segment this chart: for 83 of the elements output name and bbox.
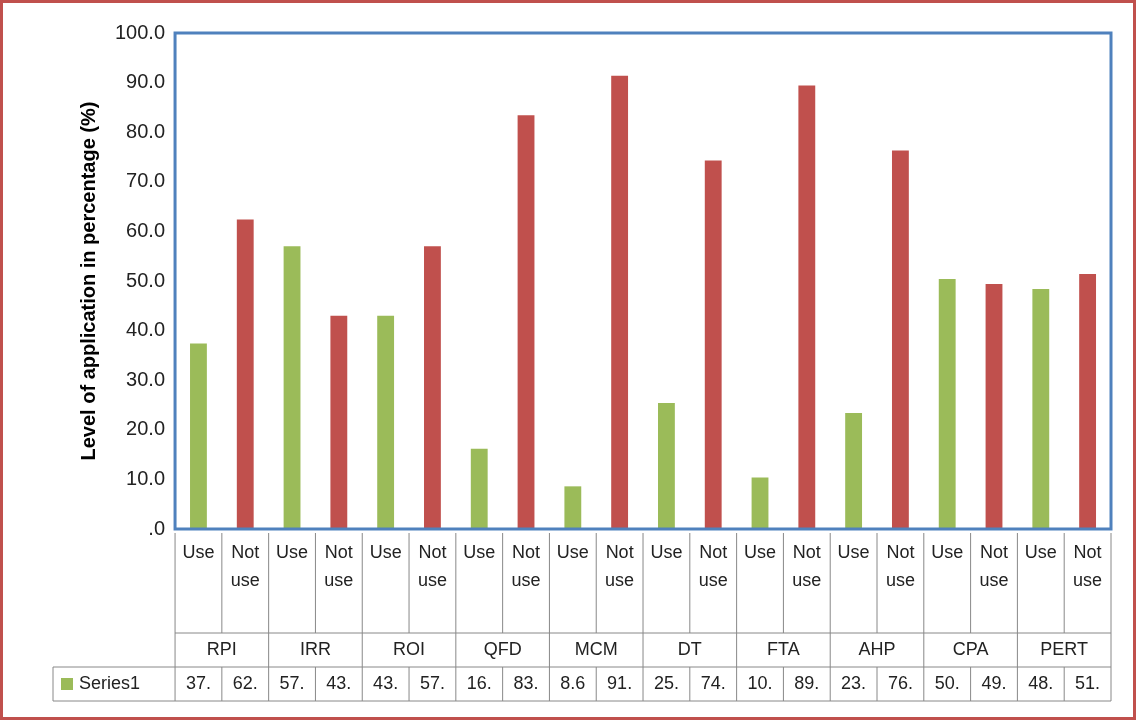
text: QFD: [483, 638, 522, 659]
data-label: 74.: [700, 672, 726, 693]
y-axis-title: Level of application in percentage (%): [76, 101, 99, 461]
bar: [985, 283, 1003, 529]
y-tick-label: 10.0: [126, 466, 166, 489]
y-tick-label: 70.0: [126, 169, 166, 192]
text: ROI: [393, 638, 426, 659]
data-label: 49.: [981, 672, 1007, 693]
x-tick-label: Use: [556, 541, 589, 562]
x-tick-label: Use: [744, 541, 777, 562]
bar: [377, 315, 395, 529]
text: FTA: [767, 638, 800, 659]
y-tick-label: 40.0: [126, 318, 166, 341]
x-tick-label: Not use: [698, 541, 728, 590]
bar: [236, 219, 254, 529]
data-label: 76.: [887, 672, 913, 693]
x-tick-label: Not use: [1073, 541, 1103, 590]
data-label: 23.: [841, 672, 867, 693]
data-label: 48.: [1028, 672, 1054, 693]
text: MCM: [574, 638, 618, 659]
bar: [330, 315, 348, 529]
text: RPI: [206, 638, 237, 659]
x-tick-label: Not use: [511, 541, 541, 590]
x-tick-label: Use: [182, 541, 215, 562]
bar: [798, 85, 816, 529]
bar: [1079, 274, 1097, 529]
data-label: 91.: [607, 672, 633, 693]
bar: [283, 246, 301, 529]
text: DT: [677, 638, 702, 659]
bar: [424, 246, 441, 529]
x-tick-label: Use: [276, 541, 309, 562]
text: AHP: [858, 638, 896, 659]
data-label: 57.: [419, 672, 445, 693]
bar: [1032, 288, 1050, 529]
data-label: 43.: [326, 672, 352, 693]
data-label: 62.: [232, 672, 258, 693]
x-tick-label: Not use: [792, 541, 822, 590]
bar: [845, 412, 863, 529]
data-label: 57.: [279, 672, 305, 693]
y-tick-label: 20.0: [126, 417, 166, 440]
x-tick-label: Use: [369, 541, 402, 562]
data-label: 37.: [185, 672, 211, 693]
x-tick-label: Use: [650, 541, 683, 562]
y-tick-label: 60.0: [126, 218, 166, 241]
bar: [190, 343, 207, 529]
bar: [751, 477, 769, 529]
y-tick-label: 80.0: [126, 119, 166, 142]
data-label: 10.: [747, 672, 773, 693]
y-tick-label: 100.0: [114, 20, 166, 43]
x-tick-label: Not use: [979, 541, 1009, 590]
bar: [938, 279, 956, 529]
legend-label: Series1: [79, 672, 141, 693]
x-tick-label: Not use: [324, 541, 354, 590]
data-label: 50.: [934, 672, 960, 693]
bar: [891, 150, 909, 529]
bar: [658, 403, 675, 529]
data-label: 8.6: [560, 672, 586, 693]
y-tick-label: 30.0: [126, 367, 166, 390]
x-tick-label: Not use: [417, 541, 447, 590]
data-label: 16.: [466, 672, 492, 693]
text: PERT: [1040, 638, 1089, 659]
x-tick-label: Not use: [885, 541, 915, 590]
x-tick-label: Use: [837, 541, 870, 562]
bar: [704, 160, 722, 529]
x-tick-label: Not use: [605, 541, 635, 590]
data-label: 89.: [794, 672, 820, 693]
x-tick-label: Not use: [230, 541, 260, 590]
y-tick-label: .0: [148, 516, 166, 539]
text: CPA: [952, 638, 989, 659]
y-tick-label: 50.0: [126, 268, 166, 291]
bar: [470, 448, 488, 529]
data-label: 83.: [513, 672, 539, 693]
bar: [611, 75, 629, 529]
data-label: 43.: [373, 672, 399, 693]
bar: [564, 486, 582, 529]
text: IRR: [299, 638, 331, 659]
bar: [517, 115, 535, 529]
y-tick-label: 90.0: [126, 70, 166, 93]
x-tick-label: Use: [463, 541, 496, 562]
x-tick-label: Use: [1024, 541, 1057, 562]
x-tick-label: Use: [931, 541, 964, 562]
data-label: 51.: [1075, 672, 1101, 693]
data-label: 25.: [653, 672, 679, 693]
